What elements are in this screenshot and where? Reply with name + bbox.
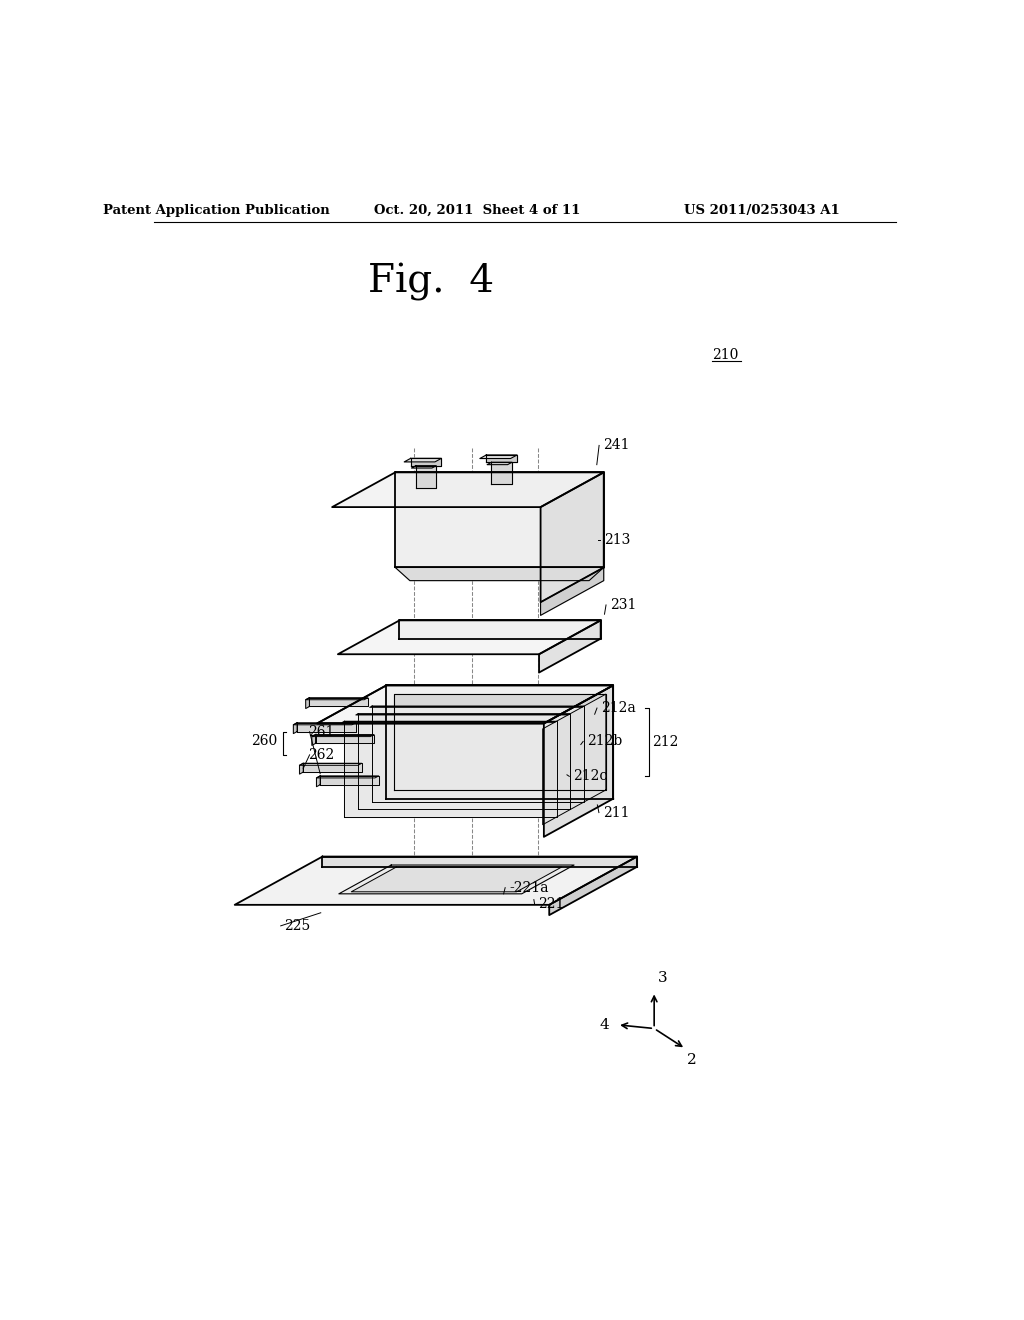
Polygon shape — [480, 455, 517, 458]
Polygon shape — [312, 734, 315, 746]
Text: 212a: 212a — [601, 701, 636, 715]
Polygon shape — [294, 723, 355, 725]
Polygon shape — [316, 776, 379, 777]
Text: 225: 225 — [285, 919, 311, 933]
Text: 231: 231 — [610, 598, 636, 612]
Polygon shape — [544, 685, 613, 837]
Polygon shape — [541, 473, 604, 602]
Polygon shape — [323, 857, 637, 867]
Polygon shape — [541, 568, 604, 615]
Text: 241: 241 — [603, 438, 630, 453]
Polygon shape — [339, 865, 574, 894]
Polygon shape — [372, 706, 585, 801]
Polygon shape — [316, 776, 321, 787]
Polygon shape — [321, 776, 379, 784]
Polygon shape — [412, 466, 436, 469]
Text: 261: 261 — [308, 725, 335, 739]
Polygon shape — [416, 466, 436, 487]
Polygon shape — [300, 763, 361, 766]
Polygon shape — [399, 620, 601, 639]
Polygon shape — [297, 723, 355, 731]
Polygon shape — [486, 455, 517, 462]
Text: 210: 210 — [712, 347, 738, 362]
Text: 212c: 212c — [573, 770, 607, 783]
Polygon shape — [386, 685, 613, 799]
Polygon shape — [351, 867, 561, 892]
Text: 262: 262 — [308, 748, 334, 762]
Polygon shape — [317, 685, 613, 723]
Polygon shape — [358, 714, 570, 809]
Polygon shape — [394, 694, 606, 789]
Text: 2: 2 — [687, 1052, 697, 1067]
Polygon shape — [300, 763, 303, 774]
Polygon shape — [395, 568, 604, 581]
Polygon shape — [306, 698, 309, 709]
Polygon shape — [543, 694, 606, 825]
Polygon shape — [492, 462, 512, 484]
Polygon shape — [234, 857, 637, 904]
Polygon shape — [306, 698, 368, 700]
Text: US 2011/0253043 A1: US 2011/0253043 A1 — [684, 205, 840, 218]
Polygon shape — [303, 763, 361, 772]
Polygon shape — [315, 734, 374, 743]
Polygon shape — [309, 698, 368, 706]
Text: Fig.  4: Fig. 4 — [368, 263, 494, 301]
Polygon shape — [395, 473, 604, 568]
Polygon shape — [539, 620, 601, 672]
Text: 211: 211 — [603, 805, 630, 820]
Polygon shape — [338, 620, 601, 655]
Text: 3: 3 — [658, 972, 668, 985]
Text: -221a: -221a — [509, 880, 549, 895]
Text: 212: 212 — [651, 735, 678, 750]
Text: 213: 213 — [604, 533, 630, 546]
Text: 212b: 212b — [587, 734, 623, 748]
Polygon shape — [411, 458, 441, 466]
Text: Patent Application Publication: Patent Application Publication — [103, 205, 330, 218]
Text: 221: 221 — [539, 898, 565, 911]
Polygon shape — [370, 706, 585, 708]
Polygon shape — [344, 721, 557, 817]
Polygon shape — [549, 857, 637, 915]
Polygon shape — [355, 714, 570, 715]
Polygon shape — [404, 458, 441, 462]
Polygon shape — [342, 721, 557, 722]
Polygon shape — [312, 734, 374, 737]
Text: 260: 260 — [251, 734, 278, 748]
Polygon shape — [294, 723, 297, 734]
Polygon shape — [487, 462, 512, 465]
Polygon shape — [332, 473, 604, 507]
Text: Oct. 20, 2011  Sheet 4 of 11: Oct. 20, 2011 Sheet 4 of 11 — [374, 205, 581, 218]
Text: 4: 4 — [600, 1018, 609, 1032]
